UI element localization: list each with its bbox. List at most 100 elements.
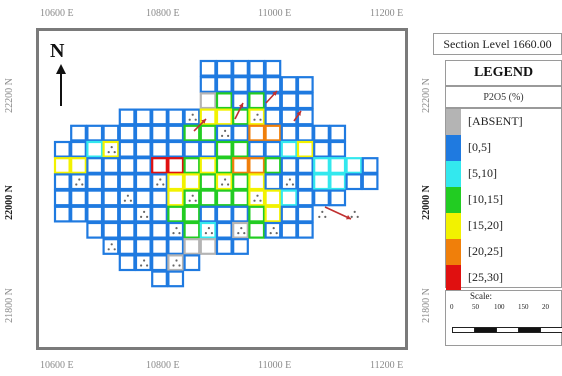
block-cell[interactable]: [264, 124, 282, 142]
block-cell[interactable]: [102, 238, 120, 255]
block-cell[interactable]: [86, 189, 104, 207]
block-cell[interactable]: [118, 140, 136, 158]
block-cell[interactable]: [361, 173, 379, 191]
block-cell[interactable]: [280, 108, 298, 126]
block-cell[interactable]: [296, 221, 314, 239]
block-cell[interactable]: [313, 173, 330, 191]
block-cell[interactable]: [183, 157, 201, 174]
block-cell[interactable]: [232, 221, 249, 239]
block-cell[interactable]: [183, 189, 201, 207]
block-cell[interactable]: [280, 140, 298, 158]
block-cell[interactable]: [183, 238, 201, 255]
block-cell[interactable]: [199, 205, 217, 223]
block-cell[interactable]: [134, 238, 152, 255]
block-cell[interactable]: [313, 140, 330, 158]
block-cell[interactable]: [53, 173, 71, 191]
block-cell[interactable]: [183, 221, 201, 239]
block-cell[interactable]: [232, 238, 249, 255]
block-cell[interactable]: [183, 140, 201, 158]
block-cell[interactable]: [329, 189, 347, 207]
block-cell[interactable]: [215, 76, 233, 93]
block-cell[interactable]: [345, 157, 363, 174]
block-cell[interactable]: [215, 157, 233, 174]
block-cell[interactable]: [134, 124, 152, 142]
block-cell[interactable]: [102, 189, 120, 207]
block-cell[interactable]: [313, 124, 330, 142]
block-cell[interactable]: [264, 92, 282, 110]
block-cell[interactable]: [167, 140, 185, 158]
block-cell[interactable]: [118, 124, 136, 142]
block-cell[interactable]: [151, 108, 168, 126]
block-cell[interactable]: [134, 173, 152, 191]
block-cell[interactable]: [151, 270, 168, 288]
block-cell[interactable]: [248, 140, 266, 158]
block-cell[interactable]: [329, 173, 347, 191]
block-cell[interactable]: [199, 238, 217, 255]
block-cell[interactable]: [248, 189, 266, 207]
block-cell[interactable]: [53, 157, 71, 174]
block-cell[interactable]: [280, 173, 298, 191]
block-cell[interactable]: [264, 205, 282, 223]
block-cell[interactable]: [151, 173, 168, 191]
block-cell[interactable]: [118, 189, 136, 207]
block-cell[interactable]: [151, 254, 168, 272]
block-cell[interactable]: [215, 173, 233, 191]
block-cell[interactable]: [183, 173, 201, 191]
block-cell[interactable]: [199, 92, 217, 110]
block-cell[interactable]: [248, 205, 266, 223]
block-cell[interactable]: [167, 173, 185, 191]
block-cell[interactable]: [215, 189, 233, 207]
block-cell[interactable]: [151, 221, 168, 239]
block-cell[interactable]: [264, 173, 282, 191]
block-cell[interactable]: [70, 173, 87, 191]
block-cell[interactable]: [167, 270, 185, 288]
block-cell[interactable]: [248, 157, 266, 174]
block-cell[interactable]: [167, 238, 185, 255]
block-cell[interactable]: [134, 157, 152, 174]
block-cell[interactable]: [296, 189, 314, 207]
block-cell[interactable]: [167, 205, 185, 223]
block-cell[interactable]: [232, 205, 249, 223]
block-cell[interactable]: [313, 189, 330, 207]
block-cell[interactable]: [215, 221, 233, 239]
block-cell[interactable]: [215, 59, 233, 77]
block-cell[interactable]: [102, 205, 120, 223]
block-cell[interactable]: [86, 140, 104, 158]
block-cell[interactable]: [167, 221, 185, 239]
block-cell[interactable]: [199, 157, 217, 174]
block-cell[interactable]: [70, 124, 87, 142]
block-cell[interactable]: [151, 157, 168, 174]
block-cell[interactable]: [248, 221, 266, 239]
block-cell[interactable]: [118, 173, 136, 191]
block-cell[interactable]: [264, 59, 282, 77]
block-cell[interactable]: [280, 189, 298, 207]
block-cell[interactable]: [264, 221, 282, 239]
block-cell[interactable]: [215, 92, 233, 110]
block-cell[interactable]: [70, 157, 87, 174]
block-cell[interactable]: [361, 157, 379, 174]
block-cell[interactable]: [118, 254, 136, 272]
block-cell[interactable]: [264, 108, 282, 126]
block-cell[interactable]: [167, 254, 185, 272]
block-cell[interactable]: [134, 221, 152, 239]
block-cell[interactable]: [167, 157, 185, 174]
block-cell[interactable]: [167, 189, 185, 207]
block-cell[interactable]: [248, 92, 266, 110]
block-cell[interactable]: [70, 140, 87, 158]
block-cell[interactable]: [199, 59, 217, 77]
block-cell[interactable]: [118, 238, 136, 255]
block-cell[interactable]: [199, 140, 217, 158]
block-cell[interactable]: [248, 76, 266, 93]
block-cell[interactable]: [313, 157, 330, 174]
block-cell[interactable]: [232, 59, 249, 77]
block-cell[interactable]: [183, 254, 201, 272]
block-cell[interactable]: [70, 189, 87, 207]
block-cell[interactable]: [232, 173, 249, 191]
block-cell[interactable]: [296, 140, 314, 158]
block-cell[interactable]: [296, 92, 314, 110]
block-cell[interactable]: [264, 189, 282, 207]
block-cell[interactable]: [134, 140, 152, 158]
block-cell[interactable]: [296, 108, 314, 126]
block-cell[interactable]: [53, 140, 71, 158]
block-cell[interactable]: [215, 140, 233, 158]
